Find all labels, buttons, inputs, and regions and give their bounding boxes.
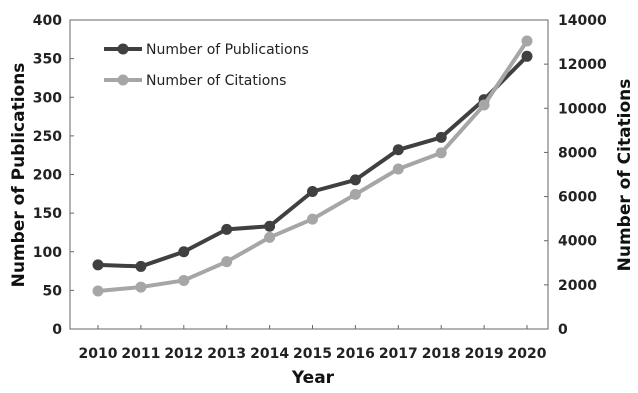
data-point xyxy=(392,144,404,156)
data-point xyxy=(264,220,276,232)
data-point xyxy=(135,260,147,272)
legend-swatch-marker xyxy=(117,74,129,86)
data-point xyxy=(392,163,404,175)
data-point xyxy=(307,213,318,225)
x-tick-label: 2014 xyxy=(250,346,289,362)
left-y-tick-label: 250 xyxy=(33,129,62,145)
x-tick-label: 2020 xyxy=(508,346,547,362)
data-point xyxy=(435,147,447,159)
right-y-tick-label: 6000 xyxy=(558,190,597,206)
x-tick-label: 2013 xyxy=(207,346,246,362)
right-y-tick-label: 12000 xyxy=(558,57,607,73)
x-tick-label: 2016 xyxy=(336,346,375,362)
right-y-tick-label: 2000 xyxy=(558,278,597,294)
data-point xyxy=(221,223,233,235)
right-y-tick-label: 4000 xyxy=(558,234,597,250)
series-layer xyxy=(92,35,533,297)
data-point xyxy=(135,281,147,293)
right-y-tick-label: 10000 xyxy=(558,101,607,117)
x-axis-title: Year xyxy=(291,368,335,388)
x-tick-label: 2018 xyxy=(422,346,461,362)
series-publications xyxy=(92,50,533,272)
series-citations xyxy=(92,35,533,297)
data-point xyxy=(178,274,190,286)
data-point xyxy=(221,256,233,268)
data-point xyxy=(178,246,190,258)
x-tick-label: 2010 xyxy=(79,346,118,362)
data-point xyxy=(264,231,276,243)
right-y-tick-label: 14000 xyxy=(558,13,607,29)
left-y-tick-label: 300 xyxy=(33,90,62,106)
left-y-axis-title: Number of Publications xyxy=(9,63,29,288)
data-point xyxy=(92,285,104,297)
x-tick-label: 2015 xyxy=(293,346,332,362)
data-point xyxy=(349,188,361,200)
data-point xyxy=(92,259,104,271)
left-y-tick-label: 150 xyxy=(33,206,62,222)
legend: Number of Publications Number of Citation… xyxy=(104,42,309,89)
data-point xyxy=(521,35,533,47)
x-tick-label: 2017 xyxy=(379,346,418,362)
right-y-tick-label: 0 xyxy=(558,322,568,338)
left-y-tick-label: 350 xyxy=(33,52,62,68)
left-y-tick-label: 0 xyxy=(52,322,62,338)
left-y-tick-label: 200 xyxy=(33,168,62,184)
legend-swatch-marker xyxy=(117,43,129,55)
x-tick-label: 2011 xyxy=(121,346,160,362)
data-point xyxy=(307,185,318,197)
axes-layer: 0501001502002503003504000200040006000800… xyxy=(33,13,607,362)
data-point xyxy=(349,174,361,186)
legend-label: Number of Citations xyxy=(146,73,286,89)
left-y-tick-label: 400 xyxy=(33,13,62,29)
right-y-tick-label: 8000 xyxy=(558,145,597,161)
legend-label: Number of Publications xyxy=(146,42,309,58)
x-tick-label: 2012 xyxy=(164,346,203,362)
data-point xyxy=(521,50,533,62)
left-y-tick-label: 50 xyxy=(43,283,63,299)
right-y-axis-title: Number of Citations xyxy=(615,79,635,272)
x-tick-label: 2019 xyxy=(465,346,504,362)
left-y-tick-label: 100 xyxy=(33,245,62,261)
data-point xyxy=(435,131,447,143)
data-point xyxy=(478,99,490,111)
